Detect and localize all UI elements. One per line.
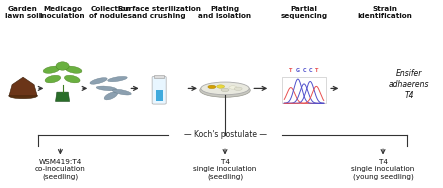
Polygon shape <box>55 92 70 102</box>
Ellipse shape <box>56 62 69 70</box>
Bar <box>155 90 163 102</box>
Text: Collection
of nodules: Collection of nodules <box>89 6 132 19</box>
Text: T4
single inoculation
(young seedling): T4 single inoculation (young seedling) <box>351 159 415 180</box>
Text: — Koch's postulate —: — Koch's postulate — <box>183 130 267 139</box>
Text: T: T <box>315 68 318 74</box>
Circle shape <box>229 86 237 89</box>
Circle shape <box>217 85 225 88</box>
Ellipse shape <box>43 66 60 73</box>
Text: WSM419:T4
co-inoculation
(seedling): WSM419:T4 co-inoculation (seedling) <box>35 159 86 180</box>
Ellipse shape <box>45 75 61 83</box>
Ellipse shape <box>113 89 131 95</box>
Text: Garden
lawn soil: Garden lawn soil <box>5 6 41 19</box>
Ellipse shape <box>200 83 250 97</box>
Text: T4
single inoculation
(seedling): T4 single inoculation (seedling) <box>194 159 256 180</box>
Text: Plating
and isolation: Plating and isolation <box>198 6 252 19</box>
Text: Medicago
inoculation: Medicago inoculation <box>40 6 85 19</box>
Ellipse shape <box>90 78 107 84</box>
Circle shape <box>234 87 242 90</box>
Ellipse shape <box>9 93 37 99</box>
Circle shape <box>221 88 229 92</box>
Ellipse shape <box>64 75 80 83</box>
FancyBboxPatch shape <box>152 77 166 104</box>
Ellipse shape <box>201 82 249 95</box>
Ellipse shape <box>96 86 117 91</box>
Ellipse shape <box>108 76 127 82</box>
Bar <box>154 75 164 78</box>
Text: G: G <box>296 68 300 74</box>
Bar <box>282 77 326 103</box>
Text: Ensifer
adhaerens
T4: Ensifer adhaerens T4 <box>389 69 430 100</box>
Text: C: C <box>302 68 306 74</box>
Text: Partial
sequencing: Partial sequencing <box>280 6 327 19</box>
Ellipse shape <box>65 66 82 73</box>
Text: C: C <box>308 68 312 74</box>
Circle shape <box>208 85 216 89</box>
Ellipse shape <box>104 92 117 100</box>
Text: T: T <box>289 68 292 74</box>
Polygon shape <box>9 77 37 96</box>
Text: Strain
identification: Strain identification <box>358 6 413 19</box>
Text: Surface sterilization
and crushing: Surface sterilization and crushing <box>118 6 201 19</box>
